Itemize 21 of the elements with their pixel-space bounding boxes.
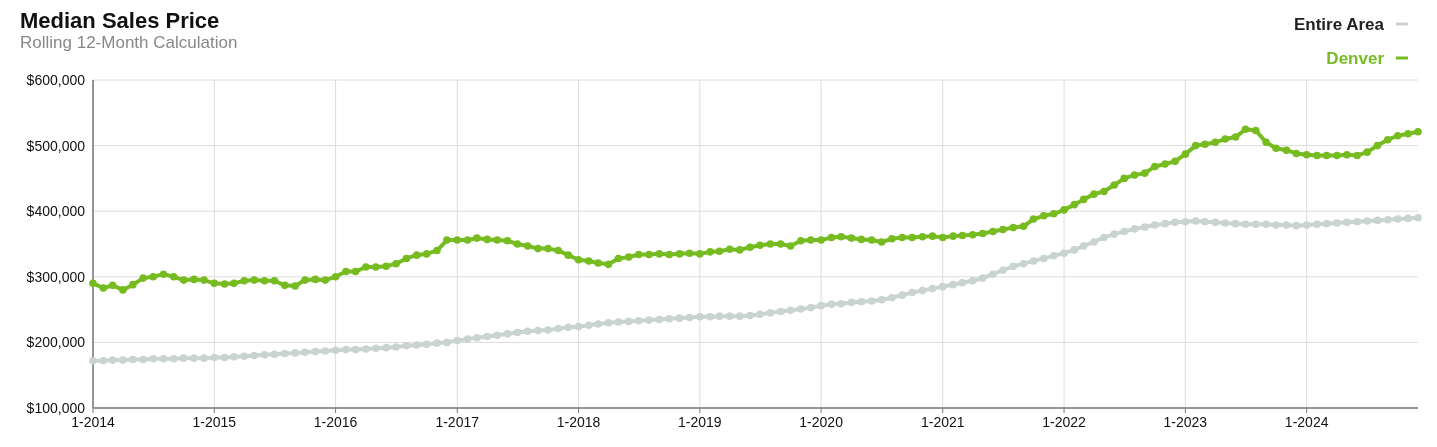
y-tick-label: $200,000 <box>26 334 86 351</box>
x-tick-label: 1-2014 <box>71 414 116 430</box>
y-tick-label: $400,000 <box>26 203 86 220</box>
chart-title: Median Sales Price <box>20 8 220 33</box>
x-tick-label: 1-2020 <box>799 414 844 430</box>
y-tick-label: $300,000 <box>26 268 86 285</box>
chart-subtitle: Rolling 12-Month Calculation <box>20 33 238 52</box>
y-tick-label: $600,000 <box>26 72 86 88</box>
x-tick-label: 1-2018 <box>556 414 601 430</box>
x-tick-label: 1-2016 <box>313 414 358 430</box>
x-tick-label: 1-2021 <box>920 414 965 430</box>
x-tick-label: 1-2019 <box>678 414 722 430</box>
x-tick-label: 1-2022 <box>1042 414 1087 430</box>
y-tick-label: $500,000 <box>26 137 86 154</box>
y-tick-label: $100,000 <box>26 400 86 416</box>
x-tick-label: 1-2015 <box>192 414 237 430</box>
x-tick-label: 1-2017 <box>435 414 480 430</box>
x-tick-label: 1-2024 <box>1284 414 1329 430</box>
legend-label: Denver <box>1326 49 1385 68</box>
x-tick-label: 1-2023 <box>1163 414 1208 430</box>
legend-label: Entire Area <box>1293 15 1385 34</box>
